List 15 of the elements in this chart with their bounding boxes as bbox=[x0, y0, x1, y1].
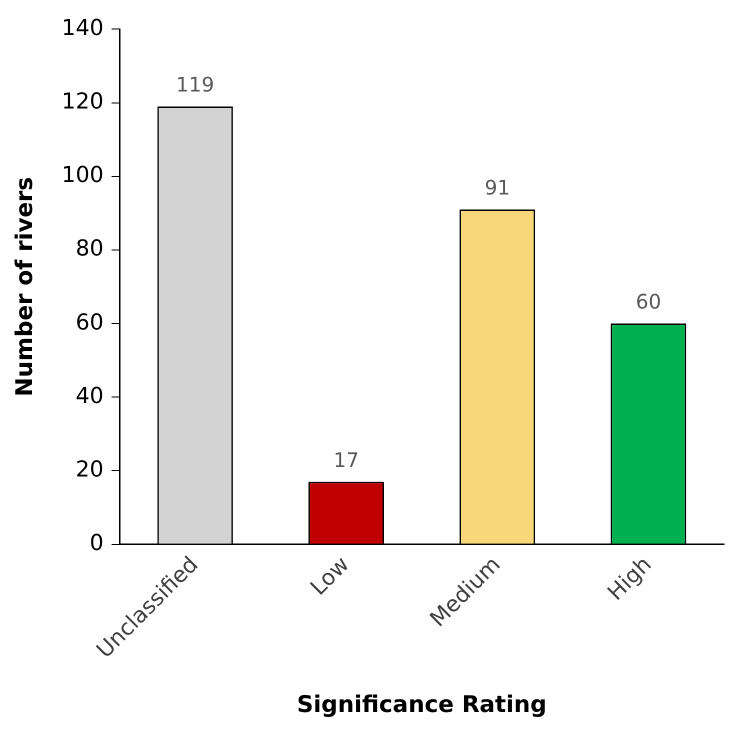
y-axis-title: Number of rivers bbox=[12, 176, 38, 397]
data-label: 60 bbox=[636, 290, 662, 314]
x-tick-label: Low bbox=[306, 552, 355, 601]
y-tick-label: 100 bbox=[62, 163, 104, 188]
data-label: 91 bbox=[484, 176, 510, 200]
y-tick-label: 40 bbox=[76, 384, 104, 409]
y-tick-label: 60 bbox=[76, 310, 104, 336]
y-tick-label: 140 bbox=[62, 16, 104, 41]
x-axis-title: Significance Rating bbox=[296, 692, 547, 718]
y-tick-label: 80 bbox=[76, 236, 104, 262]
y-tick-label: 120 bbox=[62, 90, 104, 115]
data-label: 119 bbox=[176, 72, 214, 97]
y-tick-label: 20 bbox=[76, 457, 104, 482]
y-tick-label: 0 bbox=[90, 531, 104, 556]
data-label: 17 bbox=[334, 448, 359, 472]
